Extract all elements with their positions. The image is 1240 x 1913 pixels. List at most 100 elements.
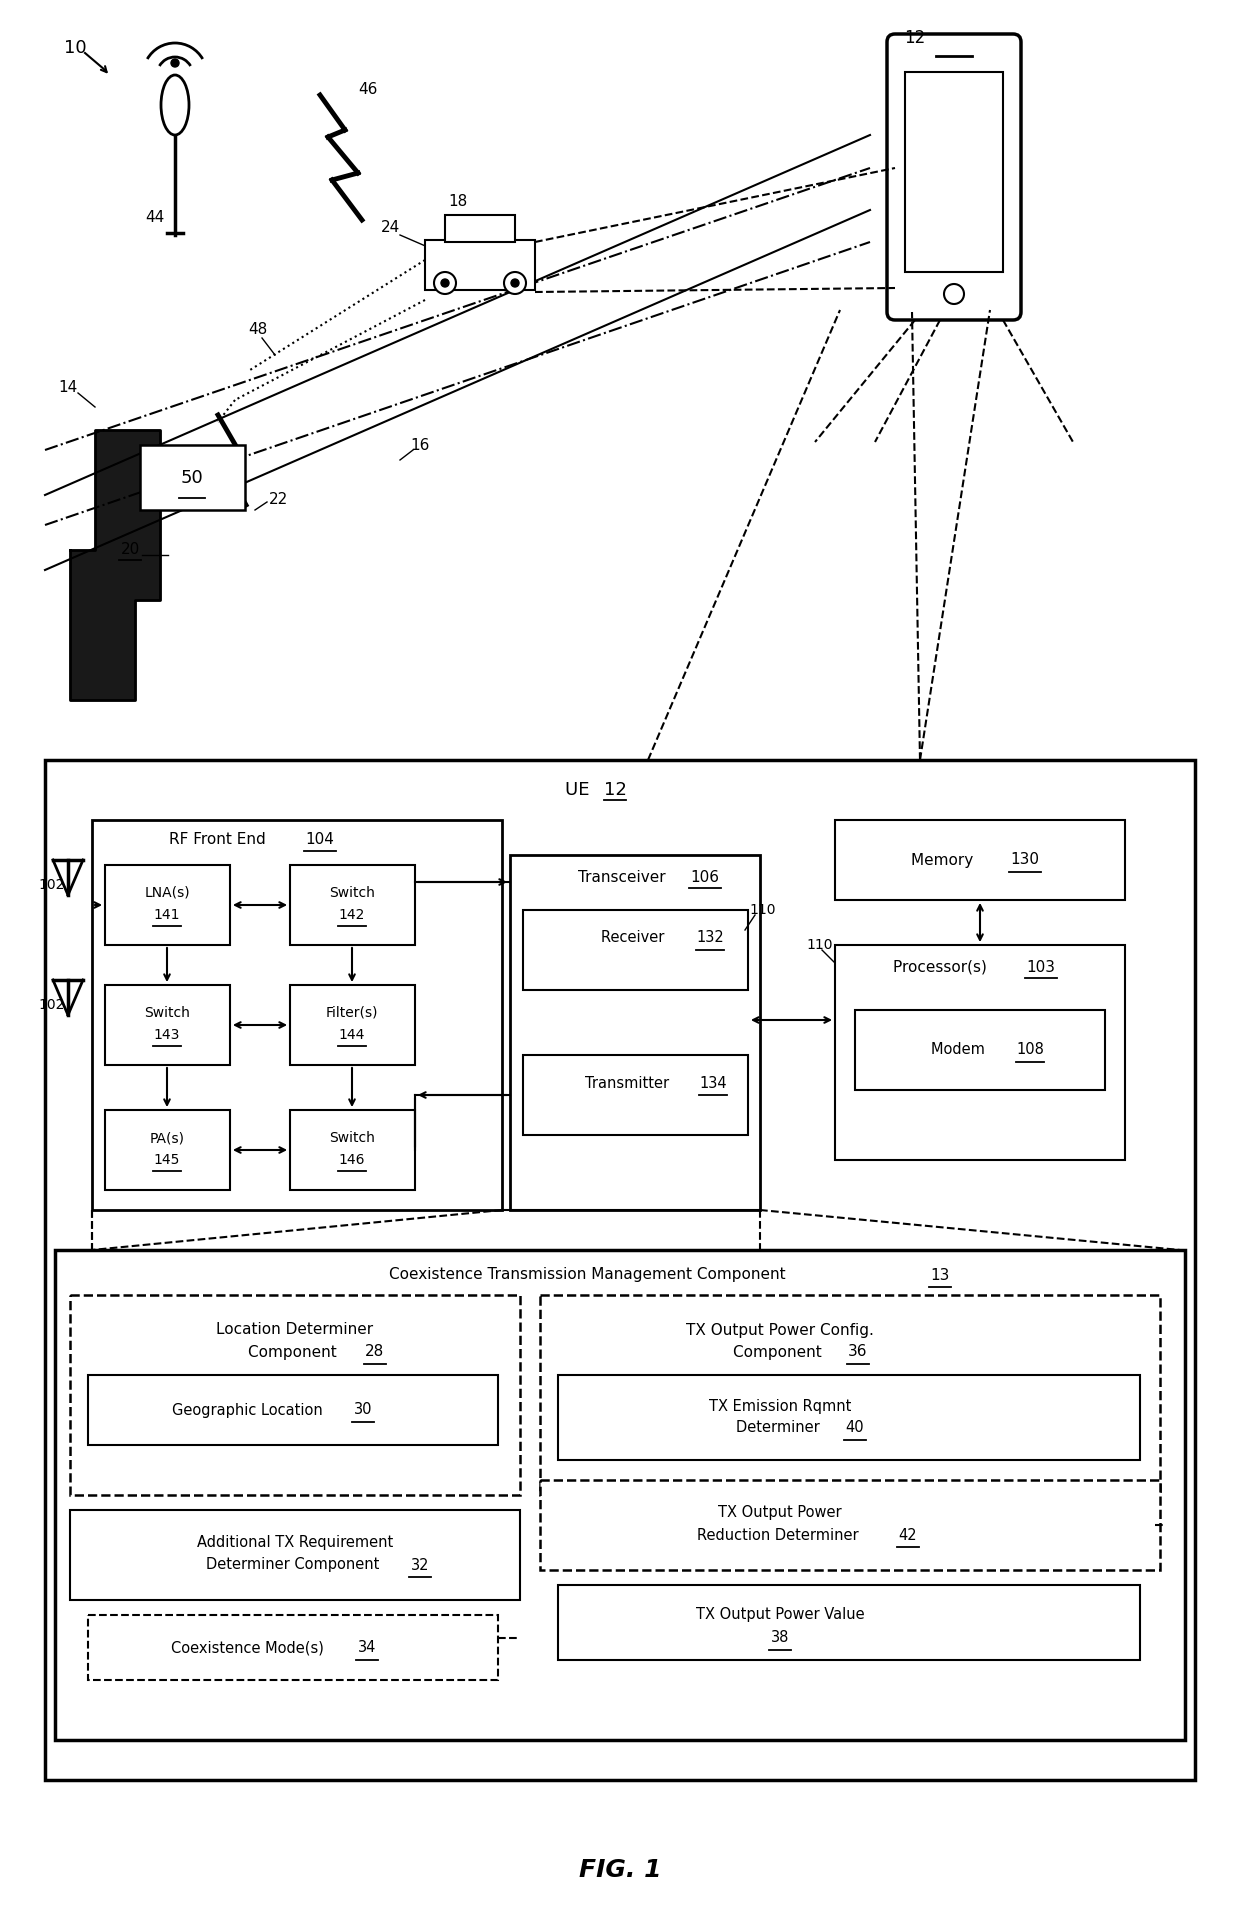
Text: Switch: Switch (144, 1006, 190, 1020)
Bar (88, 1375, 498, 1444)
Text: 32: 32 (410, 1557, 429, 1572)
Text: 40: 40 (846, 1421, 864, 1435)
Text: Determiner: Determiner (735, 1421, 825, 1435)
Text: 142: 142 (339, 909, 366, 922)
Text: 18: 18 (449, 195, 467, 210)
Bar (105, 1110, 229, 1190)
FancyBboxPatch shape (887, 34, 1021, 319)
Bar (905, 73, 1003, 272)
Bar (88, 1615, 498, 1680)
Bar (558, 1375, 1140, 1460)
Text: Geographic Location: Geographic Location (172, 1402, 327, 1418)
Text: 104: 104 (305, 832, 335, 847)
Bar (92, 821, 502, 1211)
Text: 108: 108 (1016, 1043, 1044, 1058)
Text: 38: 38 (771, 1630, 789, 1645)
Bar (69, 1509, 520, 1599)
Bar (539, 1295, 1159, 1494)
Text: 12: 12 (904, 29, 925, 48)
Text: LNA(s): LNA(s) (144, 886, 190, 899)
Bar (558, 1586, 1140, 1660)
Text: Location Determiner: Location Determiner (217, 1322, 373, 1337)
Text: Coexistence Transmission Management Component: Coexistence Transmission Management Comp… (389, 1268, 791, 1282)
Text: 28: 28 (366, 1345, 384, 1360)
Circle shape (441, 279, 449, 287)
Text: Switch: Switch (329, 886, 374, 899)
Bar (425, 239, 534, 291)
Bar (140, 446, 246, 511)
Text: 50: 50 (181, 469, 203, 488)
Circle shape (503, 272, 526, 295)
Text: 14: 14 (58, 381, 78, 396)
Text: Transmitter: Transmitter (584, 1075, 673, 1090)
Bar (510, 855, 760, 1211)
Text: UE: UE (565, 781, 595, 800)
Text: 110: 110 (807, 937, 833, 953)
Text: Processor(s): Processor(s) (893, 960, 991, 974)
Circle shape (171, 59, 179, 67)
Text: Switch: Switch (329, 1131, 374, 1146)
Text: Coexistence Mode(s): Coexistence Mode(s) (171, 1641, 329, 1655)
Bar (290, 865, 415, 945)
Bar (539, 1481, 1159, 1571)
Text: 16: 16 (410, 438, 430, 453)
Text: 145: 145 (154, 1154, 180, 1167)
Text: RF Front End: RF Front End (169, 832, 270, 847)
Text: 106: 106 (691, 870, 719, 884)
Text: 132: 132 (696, 930, 724, 945)
Text: 143: 143 (154, 1027, 180, 1043)
Bar (105, 865, 229, 945)
Text: PA(s): PA(s) (150, 1131, 185, 1146)
Text: 24: 24 (381, 220, 399, 235)
Text: Modem: Modem (931, 1043, 990, 1058)
Bar (835, 821, 1125, 899)
Text: 102: 102 (38, 999, 66, 1012)
Text: 12: 12 (604, 781, 626, 800)
Text: 134: 134 (699, 1075, 727, 1090)
Text: Component: Component (733, 1345, 827, 1360)
Bar (835, 945, 1125, 1159)
Text: 141: 141 (154, 909, 180, 922)
Text: 13: 13 (930, 1268, 950, 1282)
Text: 34: 34 (358, 1641, 376, 1655)
Bar (523, 911, 748, 991)
Text: 42: 42 (899, 1527, 918, 1542)
Text: 144: 144 (339, 1027, 366, 1043)
Text: 130: 130 (1011, 853, 1039, 867)
Polygon shape (69, 430, 160, 700)
Text: 10: 10 (63, 38, 87, 57)
Text: Component: Component (248, 1345, 342, 1360)
Text: 20: 20 (120, 543, 140, 557)
Bar (45, 759, 1195, 1779)
Text: 146: 146 (339, 1154, 366, 1167)
Text: 22: 22 (268, 492, 288, 507)
Bar (69, 1295, 520, 1494)
Text: TX Output Power: TX Output Power (718, 1506, 842, 1521)
Text: TX Output Power Value: TX Output Power Value (696, 1607, 864, 1622)
Text: 110: 110 (750, 903, 776, 916)
Text: Receiver: Receiver (601, 930, 670, 945)
Circle shape (434, 272, 456, 295)
Circle shape (944, 283, 963, 304)
Text: 30: 30 (353, 1402, 372, 1418)
Bar (856, 1010, 1105, 1090)
Text: 48: 48 (248, 323, 268, 337)
Bar (55, 1249, 1185, 1741)
Text: Reduction Determiner: Reduction Determiner (697, 1527, 863, 1542)
Text: Determiner Component: Determiner Component (206, 1557, 384, 1572)
Bar (290, 985, 415, 1066)
Text: TX Output Power Config.: TX Output Power Config. (686, 1322, 874, 1337)
Bar (290, 1110, 415, 1190)
Text: 44: 44 (145, 210, 165, 226)
Text: Filter(s): Filter(s) (326, 1006, 378, 1020)
Text: TX Emission Rqmnt: TX Emission Rqmnt (709, 1398, 851, 1414)
Text: FIG. 1: FIG. 1 (579, 1858, 661, 1882)
Text: Memory: Memory (911, 853, 978, 867)
Bar (445, 214, 515, 243)
Ellipse shape (161, 75, 188, 136)
Text: 102: 102 (38, 878, 66, 891)
Text: 103: 103 (1027, 960, 1055, 974)
Bar (105, 985, 229, 1066)
Text: Additional TX Requirement: Additional TX Requirement (197, 1536, 393, 1551)
Text: 46: 46 (358, 82, 378, 98)
